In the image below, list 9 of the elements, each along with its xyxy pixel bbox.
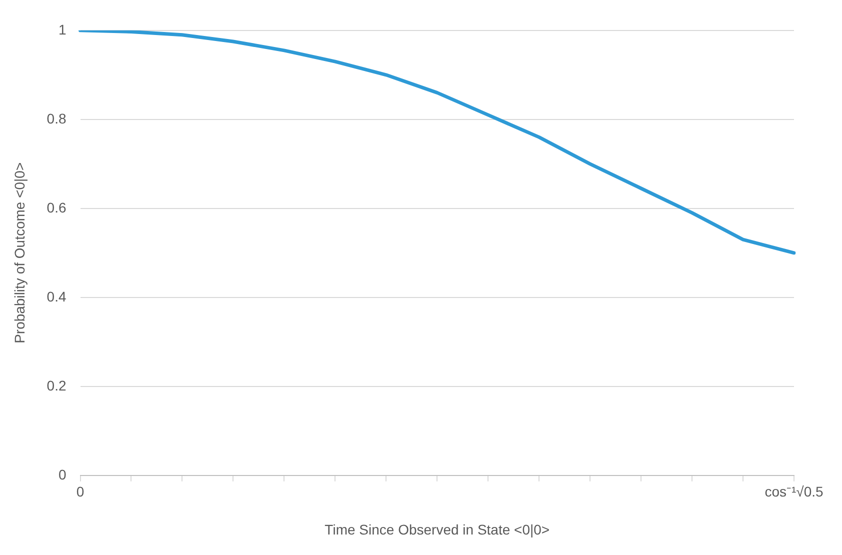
- y-tick-label: 0: [58, 466, 66, 482]
- y-axis-title: Probability of Outcome <0|0>: [11, 162, 28, 344]
- y-tick-label: 0.8: [46, 110, 66, 126]
- y-tick-label: 0.4: [46, 288, 66, 304]
- y-tick-label: 1: [58, 21, 66, 38]
- x-axis-title: Time Since Observed in State <0|0>: [324, 521, 550, 538]
- y-tick-label: 0.6: [46, 199, 66, 216]
- y-tick-label: 0.2: [46, 377, 66, 394]
- x-tick-label: cos⁻¹√0.5: [764, 484, 824, 500]
